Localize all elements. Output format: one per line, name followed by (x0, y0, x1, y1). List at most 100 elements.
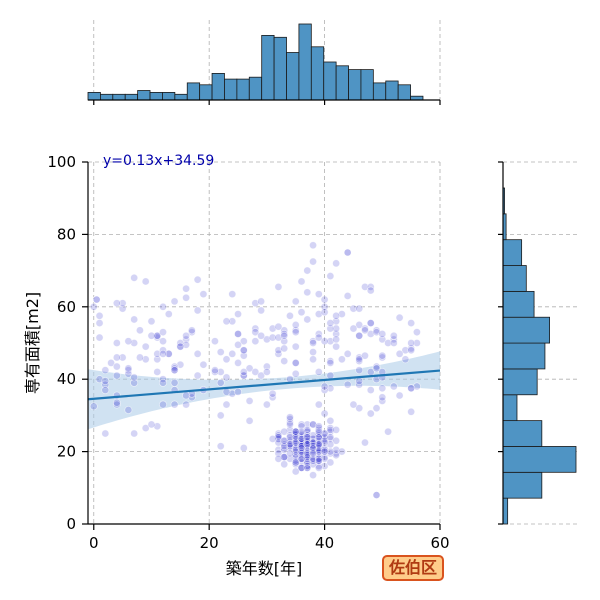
data-point (389, 382, 398, 391)
data-point (130, 273, 139, 282)
data-point (251, 337, 260, 346)
data-point (193, 275, 202, 284)
data-point (216, 442, 225, 451)
data-point (303, 288, 312, 297)
data-point (355, 377, 364, 385)
data-point (222, 387, 231, 396)
data-point (216, 411, 225, 420)
histogram-bar-x (286, 52, 300, 101)
data-point (112, 353, 121, 362)
data-point (309, 348, 317, 356)
data-point (395, 391, 404, 400)
data-point (280, 331, 289, 340)
data-point (280, 460, 289, 469)
data-point (309, 355, 317, 364)
data-point (101, 429, 110, 438)
data-point (130, 373, 139, 382)
data-point (326, 458, 335, 467)
data-point (326, 427, 335, 436)
data-point (326, 449, 335, 458)
data-point (130, 315, 139, 324)
data-point (95, 375, 104, 384)
data-point (251, 368, 260, 376)
data-point (366, 319, 375, 327)
data-point (89, 402, 98, 411)
y-axis-label: 専有面積[m2] (23, 292, 42, 394)
data-point (101, 386, 110, 394)
data-point (251, 328, 260, 337)
data-point (378, 351, 387, 360)
data-point (147, 317, 156, 326)
histogram-bar-x (323, 61, 337, 101)
histogram-bar-x (360, 69, 374, 101)
data-point (297, 454, 306, 463)
scatter-points (89, 241, 421, 499)
data-point (286, 415, 294, 423)
data-point (286, 440, 294, 449)
data-point (326, 319, 335, 327)
data-point (274, 282, 283, 291)
data-point (378, 330, 387, 338)
data-point (303, 266, 312, 275)
data-point (286, 311, 294, 320)
data-point (372, 362, 381, 371)
data-point (297, 442, 306, 451)
data-point (216, 348, 225, 356)
data-point (291, 458, 300, 467)
confidence-band (88, 351, 440, 430)
data-point (326, 359, 335, 367)
data-point (349, 304, 358, 313)
data-point (170, 364, 179, 373)
data-point (234, 310, 242, 318)
histogram-bar-x (87, 92, 101, 101)
data-point (291, 369, 300, 378)
data-point (95, 333, 104, 342)
data-point (320, 308, 329, 317)
histogram-bar-x (174, 93, 188, 101)
data-point (309, 241, 317, 250)
histogram-bar-y (502, 420, 543, 447)
histogram-bar-x (310, 46, 325, 101)
data-point (291, 326, 300, 335)
data-point (222, 317, 231, 326)
data-point (286, 431, 294, 440)
data-point (124, 406, 133, 414)
data-point (153, 331, 162, 340)
data-point (147, 420, 156, 429)
data-point (372, 404, 381, 413)
data-point (141, 424, 150, 432)
data-point (332, 436, 341, 445)
data-point (361, 326, 369, 335)
data-point (314, 400, 323, 409)
data-point (355, 331, 364, 340)
data-point (153, 422, 162, 431)
data-point (309, 438, 317, 447)
x-tick-label: 20 (200, 534, 219, 552)
histogram-bar-x (397, 84, 411, 101)
data-point (136, 353, 144, 362)
data-point (274, 449, 283, 458)
x-axis-label: 築年数[年] (226, 559, 303, 578)
data-point (389, 339, 398, 347)
data-point (234, 387, 242, 396)
histogram-bar-y (502, 342, 546, 370)
data-point (314, 456, 323, 465)
data-point (262, 400, 271, 409)
data-point (309, 449, 317, 458)
data-point (291, 433, 300, 442)
data-point (286, 454, 294, 463)
histogram-bar-y (502, 394, 518, 422)
data-point (239, 351, 248, 360)
data-point (314, 310, 323, 318)
data-point (332, 451, 341, 460)
data-point (268, 389, 277, 398)
data-point (222, 373, 231, 382)
data-point (92, 295, 101, 304)
data-point (130, 429, 139, 438)
data-point (309, 337, 317, 346)
y-tick-label: 40 (57, 370, 76, 388)
data-point (274, 454, 283, 463)
data-point (309, 339, 317, 347)
y-tick-label: 0 (66, 515, 76, 533)
data-point (332, 317, 341, 326)
